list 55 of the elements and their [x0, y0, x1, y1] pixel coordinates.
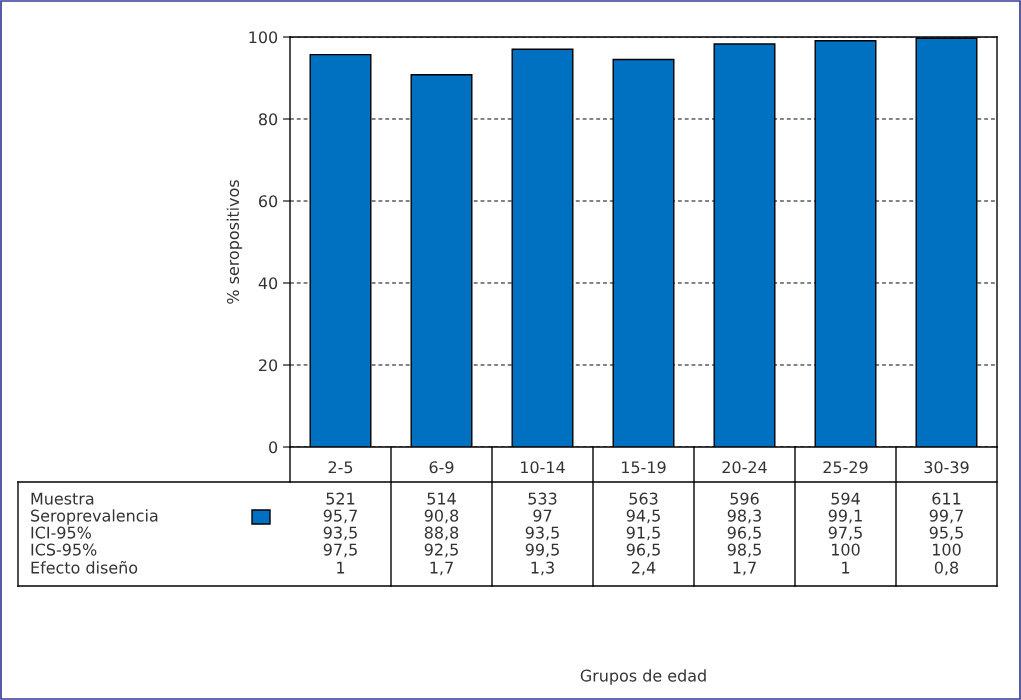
- text: 594: [831, 492, 860, 505]
- text: 100: [933, 543, 961, 556]
- x-tick-label: 20-24: [722, 461, 767, 474]
- y-tick-label: 60: [258, 195, 278, 208]
- text: 533: [528, 492, 557, 505]
- y-tick-label: 0: [269, 441, 278, 454]
- text: Efecto diseño: [31, 561, 138, 574]
- text: 611: [932, 492, 961, 505]
- text: 1,7: [733, 561, 756, 576]
- text: 96,5: [727, 526, 761, 541]
- y-tick-label: 80: [258, 113, 278, 126]
- text: 96,5: [626, 543, 660, 558]
- text: 88,8: [424, 526, 459, 541]
- text: 97,5: [828, 526, 862, 541]
- text: Grupos de edad: [580, 669, 706, 685]
- data-label: 99,1: [828, 509, 862, 524]
- data-label: 95,7: [323, 509, 357, 524]
- text: 563: [629, 492, 658, 505]
- text: ICI-95%: [31, 526, 91, 539]
- text: 1,3: [531, 561, 554, 576]
- text: 1,7: [430, 561, 453, 576]
- text: 93,5: [323, 526, 357, 541]
- text: 99,5: [525, 543, 559, 558]
- x-tick-label: 6-9: [429, 461, 454, 474]
- text: 1: [842, 561, 850, 574]
- text: 2,4: [631, 561, 656, 576]
- text: 98,5: [727, 543, 761, 558]
- x-tick-label: 2-5: [328, 461, 353, 474]
- data-label: 94,5: [626, 509, 660, 524]
- y-axis-title: % seropositivos: [226, 180, 243, 304]
- text: 521: [326, 492, 355, 505]
- data-label: 98,3: [727, 509, 761, 524]
- x-tick-label: 30-39: [924, 461, 969, 474]
- y-tick-label: 40: [258, 277, 278, 290]
- text: 97,5: [323, 543, 357, 558]
- y-tick-label: 100: [249, 31, 278, 44]
- text: Seroprevalencia: [31, 509, 158, 525]
- text: 100: [832, 543, 860, 556]
- text: 514: [427, 492, 456, 505]
- x-tick-label: 25-29: [823, 461, 868, 474]
- text: 0,8: [934, 561, 959, 576]
- text: Muestra: [31, 492, 94, 505]
- x-tick-label: 15-19: [622, 461, 666, 474]
- text: 92,5: [424, 543, 458, 558]
- text: 95,5: [929, 526, 963, 541]
- data-label: 97: [533, 509, 552, 522]
- text: 596: [730, 492, 759, 505]
- data-label: 90,8: [424, 509, 459, 524]
- x-tick-label: 10-14: [521, 461, 565, 474]
- text: ICS-95%: [31, 543, 97, 556]
- text: 93,5: [525, 526, 559, 541]
- text: 1: [337, 561, 345, 574]
- data-label: 99,7: [929, 509, 963, 524]
- y-tick-label: 20: [259, 359, 278, 372]
- text: 91,5: [626, 526, 660, 541]
